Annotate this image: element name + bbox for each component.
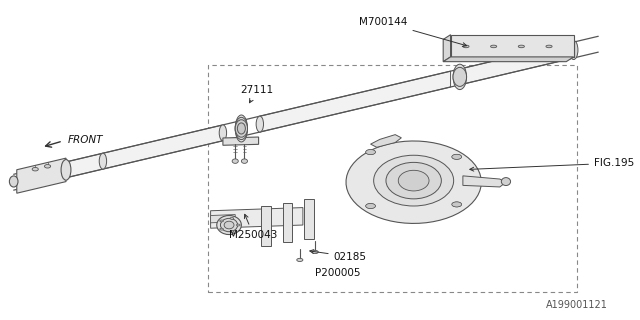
Ellipse shape — [366, 204, 375, 208]
Text: A199001121: A199001121 — [546, 300, 607, 310]
Ellipse shape — [256, 116, 264, 132]
Ellipse shape — [220, 220, 223, 222]
Ellipse shape — [570, 41, 578, 60]
Circle shape — [452, 154, 461, 159]
Polygon shape — [17, 158, 66, 193]
Polygon shape — [223, 137, 259, 145]
Ellipse shape — [236, 120, 248, 137]
Ellipse shape — [366, 150, 375, 155]
Ellipse shape — [501, 178, 511, 186]
Ellipse shape — [62, 162, 70, 178]
Ellipse shape — [32, 167, 38, 171]
Ellipse shape — [61, 160, 71, 180]
Polygon shape — [443, 35, 451, 62]
Ellipse shape — [386, 162, 442, 199]
Polygon shape — [304, 199, 314, 239]
Circle shape — [452, 202, 461, 207]
Ellipse shape — [237, 123, 245, 134]
Text: FRONT: FRONT — [68, 135, 103, 145]
Ellipse shape — [220, 228, 223, 230]
Polygon shape — [451, 35, 573, 57]
Ellipse shape — [453, 68, 467, 86]
Ellipse shape — [236, 224, 240, 226]
Ellipse shape — [236, 117, 248, 140]
Ellipse shape — [452, 202, 461, 207]
Ellipse shape — [217, 215, 241, 235]
Ellipse shape — [99, 153, 107, 169]
Ellipse shape — [453, 64, 467, 90]
Polygon shape — [371, 135, 401, 147]
Ellipse shape — [236, 115, 248, 142]
Ellipse shape — [491, 45, 497, 48]
Ellipse shape — [463, 45, 469, 48]
Ellipse shape — [312, 251, 318, 253]
Polygon shape — [463, 42, 573, 84]
Text: FIG.195: FIG.195 — [470, 158, 634, 171]
Ellipse shape — [374, 155, 454, 206]
Circle shape — [365, 204, 376, 209]
Ellipse shape — [224, 221, 234, 229]
Circle shape — [365, 149, 376, 155]
Ellipse shape — [398, 170, 429, 191]
Ellipse shape — [297, 258, 303, 261]
Ellipse shape — [518, 45, 524, 48]
Polygon shape — [66, 125, 221, 178]
Polygon shape — [260, 71, 451, 132]
Text: P200005: P200005 — [316, 268, 361, 278]
Polygon shape — [463, 176, 506, 187]
Ellipse shape — [232, 159, 238, 163]
Ellipse shape — [10, 176, 18, 187]
Text: 27111: 27111 — [240, 85, 273, 103]
Ellipse shape — [452, 155, 461, 159]
Polygon shape — [346, 141, 481, 223]
Text: M250043: M250043 — [229, 214, 277, 240]
Polygon shape — [443, 57, 573, 62]
Ellipse shape — [230, 218, 234, 219]
Ellipse shape — [546, 45, 552, 48]
Polygon shape — [211, 208, 303, 228]
Ellipse shape — [241, 159, 248, 163]
Polygon shape — [283, 203, 292, 242]
Text: M700144: M700144 — [359, 17, 467, 46]
Ellipse shape — [230, 231, 234, 233]
Ellipse shape — [44, 164, 51, 168]
Ellipse shape — [220, 218, 237, 232]
Polygon shape — [211, 215, 236, 223]
Ellipse shape — [220, 125, 227, 141]
Text: 02185: 02185 — [310, 250, 367, 262]
Polygon shape — [261, 206, 271, 246]
